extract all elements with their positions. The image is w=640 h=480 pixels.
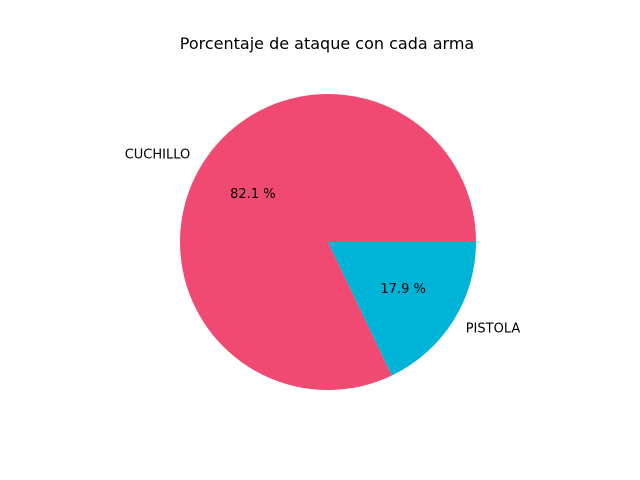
chart-title: Porcentaje de ataque con cada arma — [180, 34, 474, 53]
pie-labels: CUCHILLO 82.1 % PISTOLA 17.9 % — [125, 148, 521, 337]
category-label-cuchillo: CUCHILLO — [125, 148, 191, 163]
percent-label-pistola: 17.9 % — [380, 282, 425, 297]
category-label-pistola: PISTOLA — [466, 321, 521, 336]
pie-slice-pistola — [328, 242, 476, 376]
pie-slices — [179, 94, 476, 391]
percent-label-cuchillo: 82.1 % — [230, 187, 275, 202]
pie-slice-cuchillo — [179, 94, 476, 391]
